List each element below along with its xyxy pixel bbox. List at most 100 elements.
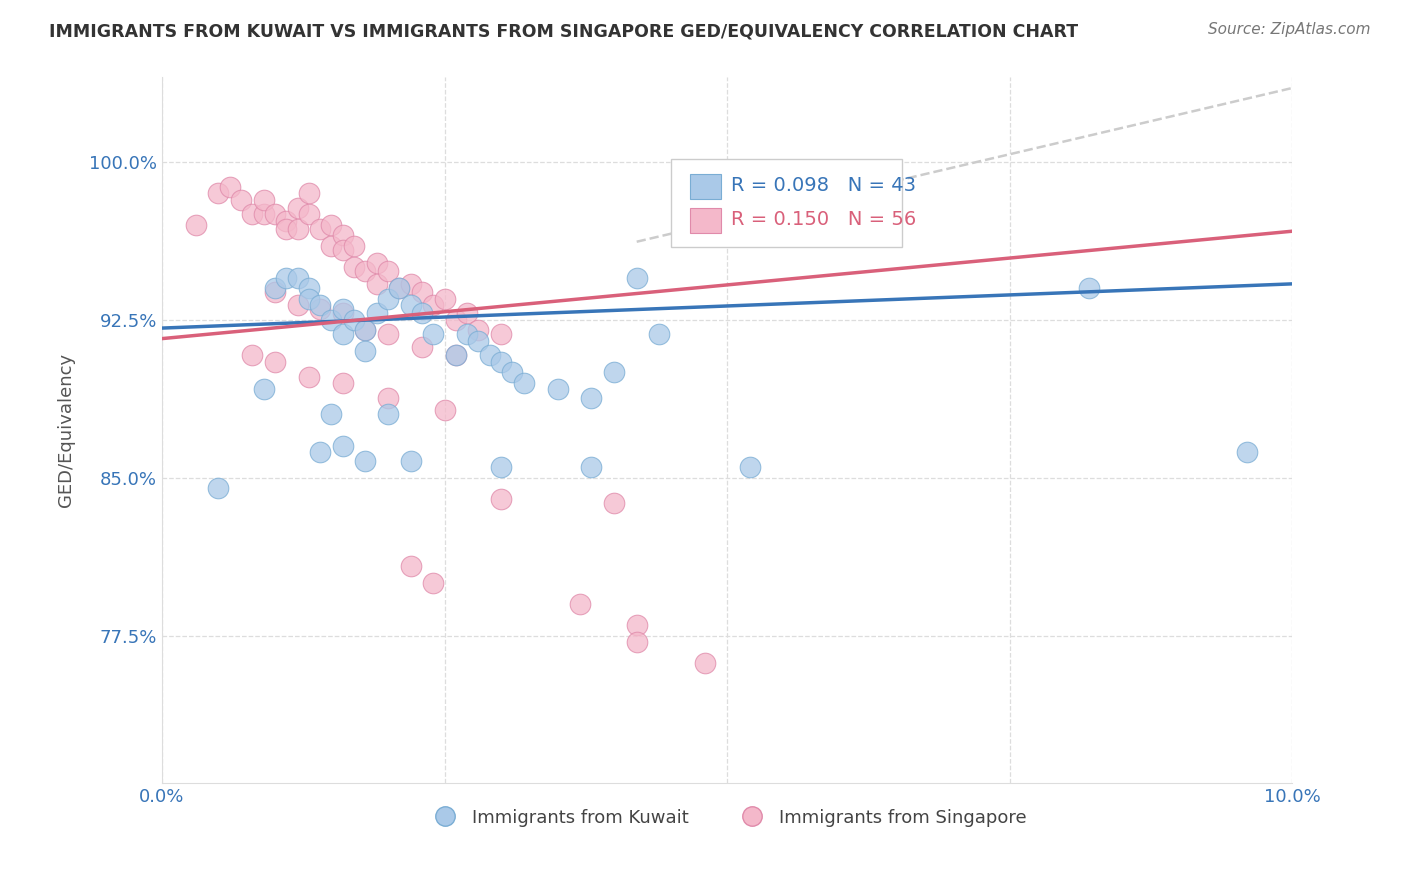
Point [1077,281,1099,295]
Bar [690,208,721,233]
Point [309,222,332,236]
Text: R = 0.098   N = 43: R = 0.098 N = 43 [731,176,915,194]
Point [377,292,399,306]
Point [253,382,276,396]
Point [467,334,489,348]
Point [377,408,399,422]
Point [569,597,592,611]
Point [287,270,309,285]
Point [229,193,252,207]
Point [433,292,456,306]
Point [547,382,569,396]
Text: R = 0.150   N = 56: R = 0.150 N = 56 [731,211,915,229]
Text: Source: ZipAtlas.com: Source: ZipAtlas.com [1208,22,1371,37]
Point [321,239,343,253]
Point [366,256,388,270]
Point [332,306,354,320]
Point [321,408,343,422]
Point [603,496,626,510]
Point [467,323,489,337]
Point [693,656,716,670]
Point [343,260,366,274]
Point [264,281,287,295]
Point [501,365,523,379]
Bar [690,174,721,199]
Point [366,306,388,320]
Point [287,222,309,236]
Point [332,228,354,243]
Point [399,298,422,312]
Legend: Immigrants from Kuwait, Immigrants from Singapore: Immigrants from Kuwait, Immigrants from … [420,802,1035,834]
Point [321,218,343,232]
FancyBboxPatch shape [671,159,903,247]
Point [388,281,411,295]
Point [207,186,229,201]
Point [264,355,287,369]
Point [298,281,321,295]
Point [276,222,298,236]
Point [309,445,332,459]
Point [626,635,648,649]
Point [444,349,467,363]
Point [377,327,399,342]
Point [456,306,478,320]
Point [433,403,456,417]
Point [354,323,377,337]
Point [276,270,298,285]
Point [332,327,354,342]
Point [332,439,354,453]
Point [332,376,354,390]
Point [218,180,240,194]
Point [388,281,411,295]
Point [581,460,603,475]
Point [253,207,276,221]
Point [399,277,422,291]
Point [276,213,298,227]
Point [332,302,354,317]
Point [287,201,309,215]
Point [648,327,671,342]
Point [489,491,512,506]
Point [298,369,321,384]
Point [298,207,321,221]
Point [343,239,366,253]
Point [444,312,467,326]
Point [411,306,433,320]
Point [422,327,444,342]
Point [489,460,512,475]
Point [444,349,467,363]
Point [287,298,309,312]
Point [309,302,332,317]
Point [343,312,366,326]
Point [354,264,377,278]
Point [377,264,399,278]
Point [1236,445,1258,459]
Point [489,355,512,369]
Point [489,327,512,342]
Point [184,218,207,232]
Point [240,349,263,363]
Point [581,391,603,405]
Point [264,285,287,300]
Point [399,559,422,574]
Point [309,298,332,312]
Point [264,207,287,221]
Point [354,344,377,359]
Point [354,323,377,337]
Point [207,481,229,495]
Text: IMMIGRANTS FROM KUWAIT VS IMMIGRANTS FROM SINGAPORE GED/EQUIVALENCY CORRELATION : IMMIGRANTS FROM KUWAIT VS IMMIGRANTS FRO… [49,22,1078,40]
Point [366,277,388,291]
Point [321,312,343,326]
Point [240,207,263,221]
Point [411,340,433,354]
Point [738,460,761,475]
Point [422,298,444,312]
Point [253,193,276,207]
Point [512,376,534,390]
Point [377,391,399,405]
Point [298,186,321,201]
Y-axis label: GED/Equivalency: GED/Equivalency [58,353,75,508]
Point [354,454,377,468]
Point [603,365,626,379]
Point [478,349,501,363]
